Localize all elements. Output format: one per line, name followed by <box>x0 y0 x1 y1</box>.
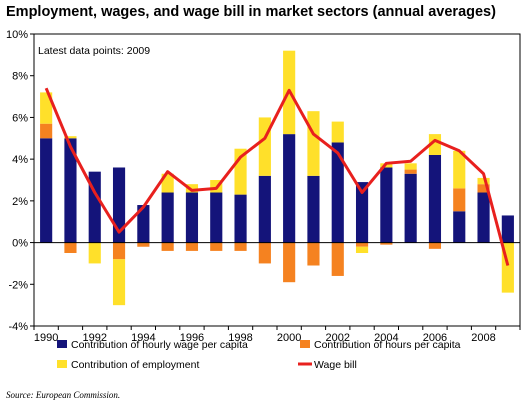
bars-layer <box>40 50 514 306</box>
bar-segment-employment-2001 <box>307 111 320 176</box>
x-tick-label: 1994 <box>131 332 155 344</box>
bar-segment-hours-2008 <box>477 184 490 193</box>
bar-segment-wage-1995 <box>161 192 174 243</box>
bar-segment-hours-2000 <box>283 242 296 283</box>
x-tick-label: 1998 <box>228 332 252 344</box>
bar-segment-wage-2004 <box>380 167 393 243</box>
bar-segment-hours-2004 <box>380 242 393 245</box>
y-tick-label: 4% <box>12 154 28 166</box>
y-tick-label: -4% <box>8 321 28 333</box>
bar-segment-employment-2007 <box>453 150 466 189</box>
legend-label: Contribution of employment <box>71 359 199 371</box>
legend-swatch-wage <box>57 340 67 348</box>
bar-segment-wage-2008 <box>477 192 490 243</box>
bar-segment-hours-2006 <box>428 242 442 249</box>
bar-segment-hours-2007 <box>453 188 466 212</box>
y-axis: -4% -2% 0% 2% 4% 6% 8% 10% <box>6 29 34 333</box>
x-tick-label: 2006 <box>423 332 447 344</box>
bar-segment-hours-1996 <box>185 242 199 251</box>
bar-segment-hours-1998 <box>234 242 247 251</box>
bar-segment-wage-2009 <box>501 215 514 243</box>
bar-segment-hours-2005 <box>404 169 417 174</box>
bar-segment-wage-2003 <box>355 182 369 243</box>
x-tick-label: 2002 <box>326 332 350 344</box>
bar-segment-hours-1997 <box>210 242 223 251</box>
x-tick-label: 2004 <box>374 332 398 344</box>
bar-segment-employment-1991 <box>64 136 77 139</box>
x-tick-label: 1996 <box>180 332 204 344</box>
bar-segment-wage-2005 <box>404 173 417 243</box>
bar-segment-employment-1990 <box>40 92 53 124</box>
bar-segment-employment-2002 <box>331 121 344 143</box>
legend-label: Contribution of hours per capita <box>314 339 461 351</box>
plot-area <box>33 33 521 327</box>
wage-bill-line <box>44 87 510 266</box>
bar-segment-wage-1991 <box>64 138 77 243</box>
bar-segment-hours-2003 <box>355 242 369 247</box>
wage-bill-line-layer <box>44 87 510 266</box>
bar-segment-wage-1993 <box>112 167 126 243</box>
x-tick-label: 2000 <box>277 332 301 344</box>
bar-segment-employment-2006 <box>428 134 442 155</box>
chart-title: Employment, wages, and wage bill in mark… <box>6 4 496 20</box>
bar-segment-wage-2002 <box>331 142 344 243</box>
legend-label: Wage bill <box>314 359 357 371</box>
bar-segment-wage-1994 <box>137 205 150 243</box>
bar-segment-employment-1996 <box>185 184 199 193</box>
legend-label: Contribution of hourly wage per capita <box>71 339 248 351</box>
bar-segment-wage-1998 <box>234 194 247 243</box>
bar-segment-employment-2003 <box>355 246 369 253</box>
bar-segment-wage-1990 <box>40 138 53 243</box>
y-tick-label: 10% <box>6 29 28 41</box>
legend-swatch-employment <box>57 360 67 368</box>
bar-segment-wage-2000 <box>283 134 296 243</box>
bar-segment-employment-1992 <box>88 242 101 264</box>
x-axis: 1990 1992 1994 1996 1998 2000 2002 2004 2006 2008 <box>33 326 521 344</box>
x-tick-label: 2008 <box>471 332 495 344</box>
latest-data-annotation: Latest data points: 2009 <box>38 45 150 57</box>
bar-segment-employment-1999 <box>258 117 271 176</box>
x-tick-label: 1990 <box>34 332 58 344</box>
x-tick-label: 1992 <box>83 332 107 344</box>
bar-segment-hours-2002 <box>331 242 344 276</box>
bar-segment-wage-2007 <box>453 211 466 243</box>
y-tick-label: 0% <box>12 238 28 250</box>
bar-segment-wage-1999 <box>258 175 271 243</box>
legend: Contribution of hourly wage per capita Co… <box>57 339 461 371</box>
bar-segment-wage-2001 <box>307 175 320 243</box>
bar-segment-hours-1994 <box>137 242 150 247</box>
bar-segment-employment-2008 <box>477 177 490 185</box>
y-tick-label: 6% <box>12 112 28 124</box>
bar-segment-employment-2005 <box>404 163 417 170</box>
bar-segment-hours-1990 <box>40 123 53 139</box>
bar-segment-wage-1997 <box>210 192 223 243</box>
y-tick-label: -2% <box>8 279 28 291</box>
y-tick-label: 2% <box>12 196 28 208</box>
bar-segment-employment-1993 <box>112 259 126 306</box>
bar-segment-hours-1999 <box>258 242 271 264</box>
bar-segment-wage-1996 <box>185 192 199 243</box>
bar-segment-hours-1993 <box>112 242 126 260</box>
bar-segment-hours-2001 <box>307 242 320 266</box>
bar-segment-wage-2006 <box>428 154 442 243</box>
source-note: Source: European Commission. <box>6 390 121 400</box>
y-tick-label: 8% <box>12 71 28 83</box>
bar-segment-hours-1991 <box>64 242 77 253</box>
legend-swatch-hours <box>300 340 310 348</box>
bar-segment-hours-1995 <box>161 242 174 251</box>
